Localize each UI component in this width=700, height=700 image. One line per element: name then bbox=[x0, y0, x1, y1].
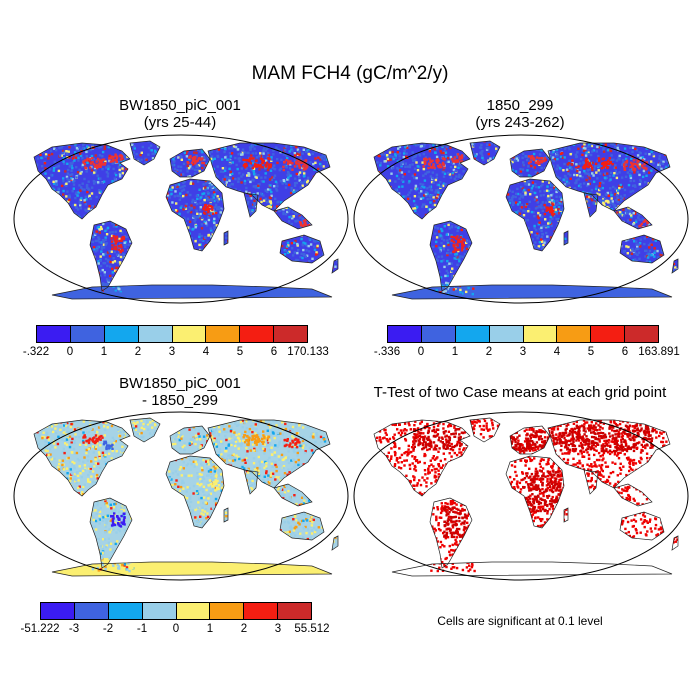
colorbar-label: 6 bbox=[270, 346, 278, 358]
colorbar-label: 1 bbox=[100, 346, 108, 358]
colorbar-box bbox=[388, 326, 422, 342]
panel-title-bottom-left: BW1850_piC_001 - 1850_299 bbox=[60, 375, 300, 409]
colorbar-label: -3 bbox=[68, 623, 80, 635]
panel-title-bottom-left-line1: BW1850_piC_001 bbox=[119, 375, 241, 392]
map-boundary bbox=[13, 411, 349, 581]
colorbar-label: -.322 bbox=[22, 346, 50, 358]
colorbar-label: 170.133 bbox=[287, 346, 329, 358]
colorbar-bottom-left bbox=[40, 602, 312, 620]
panel-title-top-left-line2: (yrs 25-44) bbox=[143, 114, 217, 131]
colorbar-label: -2 bbox=[102, 623, 114, 635]
colorbar-label: 1 bbox=[451, 346, 459, 358]
colorbar-box bbox=[625, 326, 658, 342]
colorbar-label: 0 bbox=[417, 346, 425, 358]
colorbar-label: 3 bbox=[274, 623, 282, 635]
colorbar-label: 3 bbox=[168, 346, 176, 358]
colorbar-box bbox=[421, 326, 456, 342]
colorbar-label: 4 bbox=[202, 346, 210, 358]
colorbar-box bbox=[37, 326, 71, 342]
colorbar-box bbox=[108, 603, 143, 619]
colorbar-box bbox=[142, 603, 177, 619]
colorbar-label: 2 bbox=[240, 623, 248, 635]
colorbar-label: 2 bbox=[134, 346, 142, 358]
colorbar-label: 2 bbox=[485, 346, 493, 358]
colorbar-bottom-left-labels: -51.222 -3 -2 -1 0 1 2 3 55.512 bbox=[20, 623, 329, 637]
colorbar-label: -.336 bbox=[373, 346, 401, 358]
colorbar-box bbox=[455, 326, 490, 342]
colorbar-box bbox=[104, 326, 139, 342]
panel-title-top-right-line2: (yrs 243-262) bbox=[475, 114, 565, 131]
colorbar-box bbox=[176, 603, 211, 619]
panel-title-top-left-line1: BW1850_piC_001 bbox=[119, 97, 241, 114]
colorbar-label: 3 bbox=[519, 346, 527, 358]
colorbar-box bbox=[274, 326, 307, 342]
colorbar-label: 1 bbox=[206, 623, 214, 635]
panel-title-top-right-line1: 1850_299 bbox=[486, 97, 554, 114]
colorbar-label: 5 bbox=[587, 346, 595, 358]
colorbar-label: -51.222 bbox=[20, 623, 60, 635]
colorbar-box bbox=[278, 603, 311, 619]
colorbar-label: 5 bbox=[236, 346, 244, 358]
colorbar-label: 0 bbox=[172, 623, 180, 635]
map-boundary bbox=[13, 134, 349, 304]
colorbar-label: -1 bbox=[136, 623, 148, 635]
map-top-left bbox=[13, 134, 349, 304]
panel-title-bottom-right: T-Test of two Case means at each grid po… bbox=[355, 384, 685, 401]
colorbar-box bbox=[172, 326, 207, 342]
colorbar-box bbox=[557, 326, 592, 342]
significance-note: Cells are significant at 0.1 level bbox=[437, 614, 603, 628]
colorbar-box bbox=[138, 326, 173, 342]
colorbar-label: 4 bbox=[553, 346, 561, 358]
colorbar-box bbox=[41, 603, 75, 619]
figure-title: MAM FCH4 (gC/m^2/y) bbox=[251, 63, 449, 84]
colorbar-label: 0 bbox=[66, 346, 74, 358]
panel-title-top-left: BW1850_piC_001 (yrs 25-44) bbox=[60, 97, 300, 131]
colorbar-label: 55.512 bbox=[294, 623, 330, 635]
colorbar-box bbox=[523, 326, 558, 342]
colorbar-top-left bbox=[36, 325, 308, 343]
colorbar-box bbox=[74, 603, 109, 619]
map-bottom-right bbox=[353, 411, 689, 581]
panel-title-top-right: 1850_299 (yrs 243-262) bbox=[400, 97, 640, 131]
map-boundary bbox=[353, 411, 689, 581]
colorbar-box bbox=[244, 603, 279, 619]
map-bottom-left bbox=[13, 411, 349, 581]
panel-title-bottom-right-line1: T-Test of two Case means at each grid po… bbox=[373, 384, 667, 401]
map-top-right bbox=[353, 134, 689, 304]
colorbar-box bbox=[240, 326, 275, 342]
colorbar-top-right bbox=[387, 325, 659, 343]
colorbar-box bbox=[210, 603, 245, 619]
colorbar-label: 6 bbox=[621, 346, 629, 358]
colorbar-top-left-labels: -.322 0 1 2 3 4 5 6 170.133 bbox=[23, 346, 329, 360]
colorbar-box bbox=[206, 326, 241, 342]
colorbar-top-right-labels: -.336 0 1 2 3 4 5 6 163.891 bbox=[374, 346, 680, 360]
panel-title-bottom-left-line2: - 1850_299 bbox=[142, 392, 218, 409]
colorbar-box bbox=[591, 326, 626, 342]
map-boundary bbox=[353, 134, 689, 304]
colorbar-box bbox=[489, 326, 524, 342]
colorbar-box bbox=[70, 326, 105, 342]
colorbar-label: 163.891 bbox=[638, 346, 680, 358]
